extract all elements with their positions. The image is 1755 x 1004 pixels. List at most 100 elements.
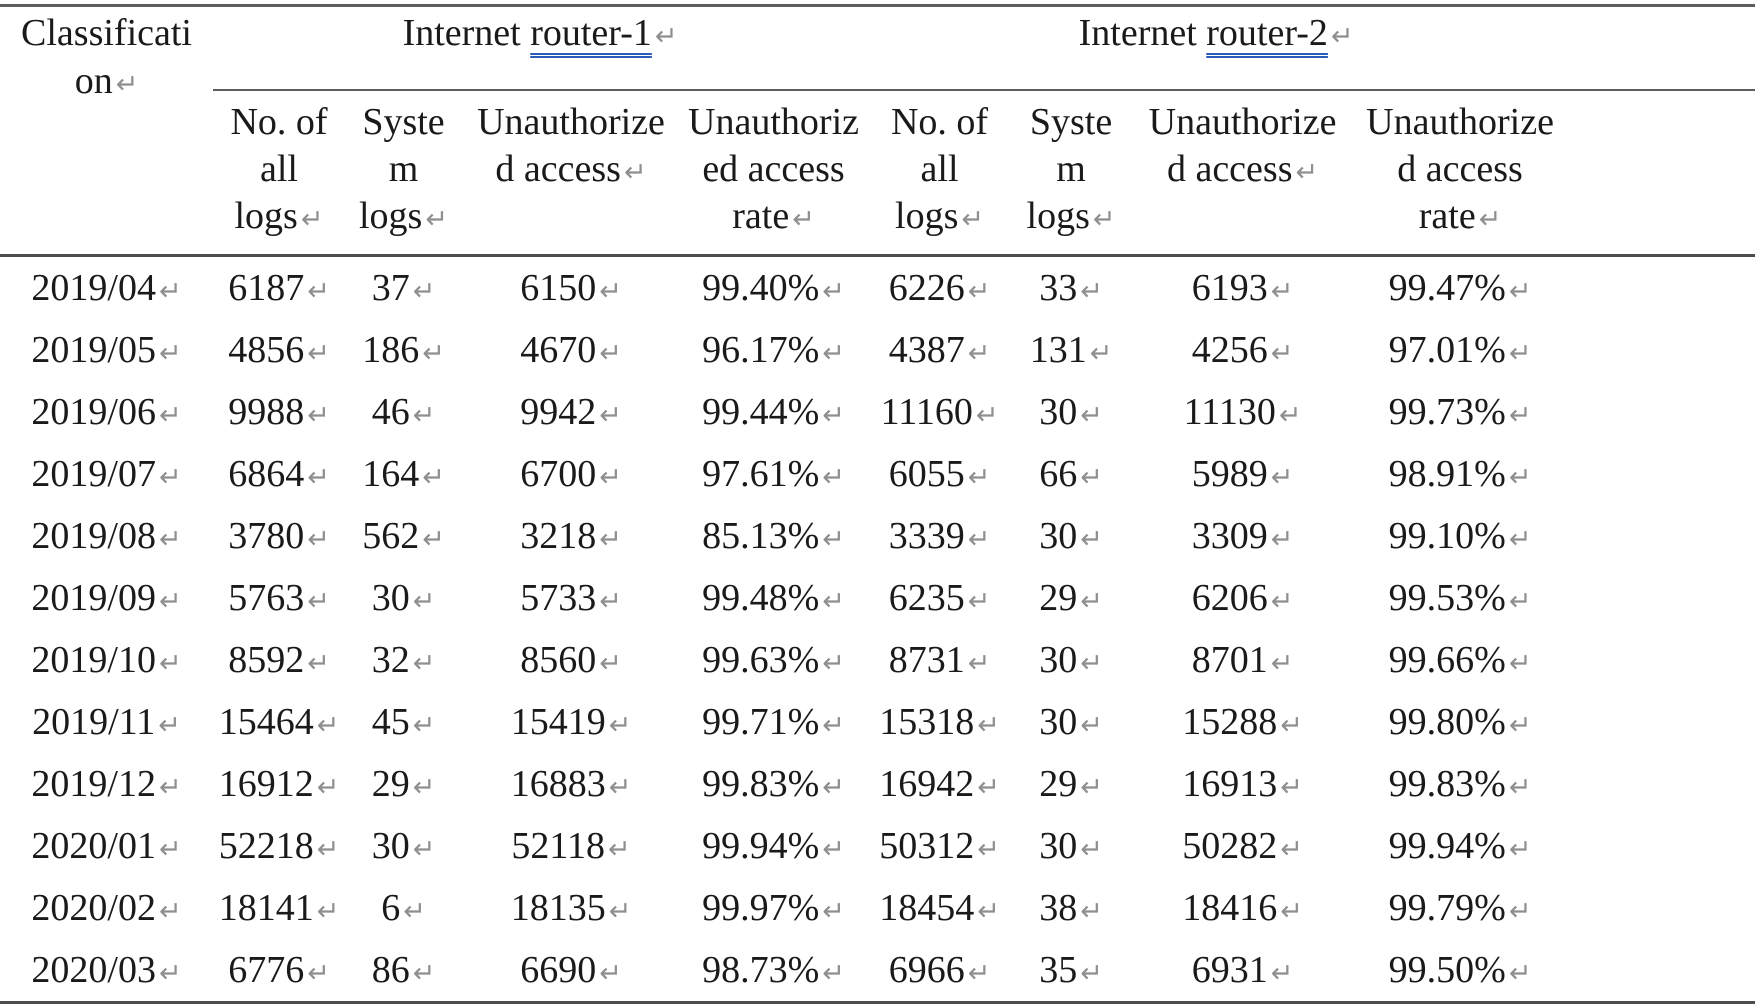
return-mark-icon: ↵: [422, 462, 445, 493]
return-mark-icon: ↵: [412, 586, 436, 617]
return-mark-icon: ↵: [1270, 338, 1294, 369]
return-mark-icon: ↵: [1508, 586, 1532, 617]
date-text: 2019/08: [31, 515, 156, 557]
subheader-spacer-cell: [1565, 90, 1755, 257]
return-mark-icon: ↵: [1270, 648, 1294, 679]
return-mark-icon: ↵: [1080, 710, 1103, 741]
value-text: 99.48%: [702, 577, 820, 619]
return-mark-icon: ↵: [412, 276, 436, 307]
row-spacer-cell: [1565, 505, 1755, 567]
date-cell: 2019/09 ↵: [0, 567, 213, 629]
subheader-text: Unauthorize: [1148, 101, 1337, 143]
value-text: 45: [371, 701, 410, 743]
subheader-text: No. of: [890, 101, 989, 143]
value-text: 29: [371, 763, 410, 805]
value-cell: 66 ↵: [1012, 443, 1130, 505]
subheader-text: d access: [1166, 148, 1293, 190]
value-text: 164: [362, 453, 420, 495]
subheader-line: ed access: [680, 146, 867, 193]
classification-line: Classificati: [0, 9, 213, 57]
return-mark-icon: ↵: [1508, 400, 1532, 431]
value-cell: 99.83% ↵: [680, 753, 867, 815]
value-text: 37: [371, 267, 410, 309]
subheader-text: all: [920, 148, 959, 190]
subheader-text: rate: [1418, 195, 1476, 237]
return-mark-icon: ↵: [792, 204, 815, 235]
subheader-line: logs ↵: [345, 193, 462, 243]
return-mark-icon: ↵: [977, 772, 1000, 803]
subheader-line: d access ↵: [1130, 146, 1355, 196]
router-1-link[interactable]: router-1: [530, 12, 652, 54]
return-mark-icon: ↵: [1080, 586, 1103, 617]
value-cell: 99.63% ↵: [680, 629, 867, 691]
value-cell: 29 ↵: [1012, 567, 1130, 629]
value-text: 562: [362, 515, 420, 557]
row-spacer-cell: [1565, 381, 1755, 443]
value-text: 6055: [888, 453, 965, 495]
subheader-col-3: Unauthorize d access ↵: [462, 90, 680, 257]
value-cell: 6150 ↵: [462, 256, 680, 320]
subheader-line: rate ↵: [680, 193, 867, 243]
value-cell: 15318 ↵: [867, 691, 1012, 753]
date-text: 2019/11: [32, 701, 156, 743]
return-mark-icon: ↵: [967, 276, 991, 307]
value-text: 99.63%: [702, 639, 820, 681]
value-cell: 30 ↵: [1012, 505, 1130, 567]
subheader-line: m: [1012, 146, 1130, 193]
value-text: 30: [1039, 639, 1078, 681]
return-mark-icon: ↵: [1278, 400, 1302, 431]
value-text: 97.61%: [702, 453, 820, 495]
return-mark-icon: ↵: [1508, 772, 1532, 803]
value-text: 85.13%: [702, 515, 820, 557]
return-mark-icon: ↵: [1270, 462, 1294, 493]
date-cell: 2019/12 ↵: [0, 753, 213, 815]
return-mark-icon: ↵: [422, 338, 445, 369]
return-mark-icon: ↵: [1508, 648, 1532, 679]
router-2-group-header: Internet router-2 ↵: [867, 5, 1566, 91]
value-text: 6776: [228, 949, 305, 991]
table-row: 2020/02 ↵ 18141 ↵ 6 ↵ 18135 ↵ 99.97% ↵ 18454 ↵ 38 ↵ 18…: [0, 877, 1755, 939]
subheader-line: m: [345, 146, 462, 193]
value-text: 98.91%: [1388, 453, 1506, 495]
value-cell: 131 ↵: [1012, 319, 1130, 381]
return-mark-icon: ↵: [1080, 834, 1103, 865]
value-text: 3780: [228, 515, 305, 557]
value-cell: 164 ↵: [345, 443, 462, 505]
return-mark-icon: ↵: [967, 338, 991, 369]
return-mark-icon: ↵: [1508, 276, 1532, 307]
value-cell: 18135 ↵: [462, 877, 680, 939]
value-text: 9942: [520, 391, 597, 433]
return-mark-icon: ↵: [608, 896, 632, 927]
return-mark-icon: ↵: [115, 69, 139, 100]
value-cell: 6187 ↵: [213, 256, 345, 320]
value-text: 18454: [879, 887, 975, 929]
subheader-line: logs ↵: [867, 193, 1012, 243]
value-cell: 18416 ↵: [1130, 877, 1355, 939]
date-cell: 2019/07 ↵: [0, 443, 213, 505]
value-text: 99.83%: [702, 763, 820, 805]
value-text: 96.17%: [702, 329, 820, 371]
value-cell: 29 ↵: [1012, 753, 1130, 815]
classification-header: Classificati on ↵: [0, 5, 213, 257]
value-text: 30: [1039, 701, 1078, 743]
return-mark-icon: ↵: [307, 648, 330, 679]
return-mark-icon: ↵: [977, 710, 1000, 741]
return-mark-icon: ↵: [967, 524, 991, 555]
return-mark-icon: ↵: [316, 834, 340, 865]
value-cell: 3218 ↵: [462, 505, 680, 567]
table-row: 2019/10 ↵ 8592 ↵ 32 ↵ 8560 ↵ 99.63% ↵ 8731 ↵ 30 ↵ 8701…: [0, 629, 1755, 691]
value-text: 30: [1039, 515, 1078, 557]
value-text: 16913: [1182, 763, 1278, 805]
return-mark-icon: ↵: [1092, 204, 1116, 235]
value-cell: 8731 ↵: [867, 629, 1012, 691]
return-mark-icon: ↵: [822, 462, 845, 493]
value-cell: 6235 ↵: [867, 567, 1012, 629]
return-mark-icon: ↵: [1270, 276, 1294, 307]
value-cell: 6864 ↵: [213, 443, 345, 505]
subheader-line: Unauthoriz: [680, 99, 867, 146]
return-mark-icon: ↵: [158, 586, 182, 617]
router-2-link[interactable]: router-2: [1206, 12, 1328, 54]
row-spacer-cell: [1565, 877, 1755, 939]
subheader-line: Unauthorize: [1130, 99, 1355, 146]
value-text: 99.40%: [702, 267, 820, 309]
